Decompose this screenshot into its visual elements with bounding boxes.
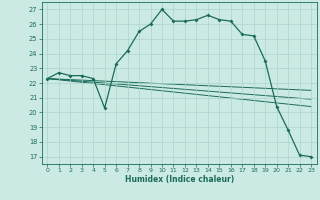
X-axis label: Humidex (Indice chaleur): Humidex (Indice chaleur) [124,175,234,184]
